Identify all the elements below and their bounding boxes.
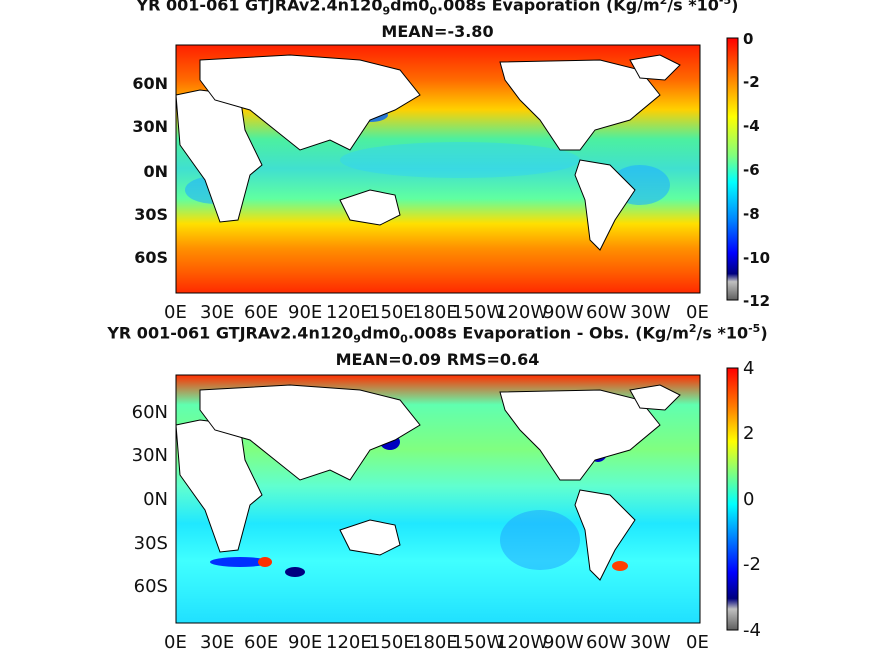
top-xtick: 150E [369,302,415,323]
top-ytick: 30N [132,117,168,136]
top-colorbar [726,37,739,301]
top-xtick: 90E [288,302,323,323]
top-xtick: 0E [164,302,187,323]
bottom-xtick: 60W [586,632,627,653]
bottom-map [175,374,701,624]
bottom-xtick: 60E [244,632,279,653]
bottom-panel-subtitle: MEAN=0.09 RMS=0.64 [335,350,540,369]
top-ytick: 30S [134,205,168,224]
bottom-cbtick: 0 [743,489,755,510]
top-xtick: 30W [630,302,671,323]
bottom-cbtick: 4 [743,358,755,379]
top-ytick: 60S [134,248,168,267]
bottom-xtick: 90E [288,632,323,653]
bottom-xtick: 180E [412,632,458,653]
top-cbtick: 0 [743,30,754,48]
bottom-xtick: 30W [630,632,671,653]
top-ytick: 60N [132,74,168,93]
top-cbtick: -4 [743,117,760,135]
bottom-panel-title: YR 001-061 GTJRAv2.4n1209dm00.008s Evapo… [107,322,768,346]
top-xtick: 120E [326,302,372,323]
top-map-land [175,54,681,251]
top-xtick: 150W [452,302,505,323]
top-cbtick: -8 [743,205,760,223]
top-xtick: 60W [586,302,627,323]
top-xtick: 180E [412,302,458,323]
top-xtick: 60E [244,302,279,323]
bottom-map-land [175,384,681,581]
top-map [175,44,701,294]
top-cbtick: -2 [743,73,760,91]
bottom-ytick: 0N [143,489,168,510]
top-xtick: 90W [543,302,584,323]
bottom-ytick: 30S [133,533,168,554]
top-cbtick: -12 [743,292,771,310]
bottom-ytick: 30N [131,445,168,466]
bottom-xtick: 120W [496,632,549,653]
top-xtick: 120W [496,302,549,323]
bottom-ytick: 60S [133,576,168,597]
bottom-xtick: 150E [369,632,415,653]
bottom-xtick: 120E [326,632,372,653]
top-xtick: 30E [200,302,235,323]
top-panel-title: YR 001-061 GTJRAv2.4n1209dm00.008s Evapo… [136,0,739,18]
top-cbtick: -10 [743,249,771,267]
top-panel-subtitle: MEAN=-3.80 [381,22,494,41]
bottom-cbtick: -4 [743,620,761,641]
bottom-xtick: 90W [543,632,584,653]
bottom-xtick: 0E [164,632,187,653]
bottom-colorbar [726,367,739,631]
bottom-ytick: 60N [131,402,168,423]
top-ytick: 0N [143,162,168,181]
bottom-xtick: 150W [452,632,505,653]
bottom-xtick: 30E [200,632,235,653]
bottom-cbtick: 2 [743,423,755,444]
bottom-xtick: 0E [686,632,709,653]
bottom-cbtick: -2 [743,554,761,575]
top-xtick: 0E [686,302,709,323]
top-cbtick: -6 [743,161,760,179]
